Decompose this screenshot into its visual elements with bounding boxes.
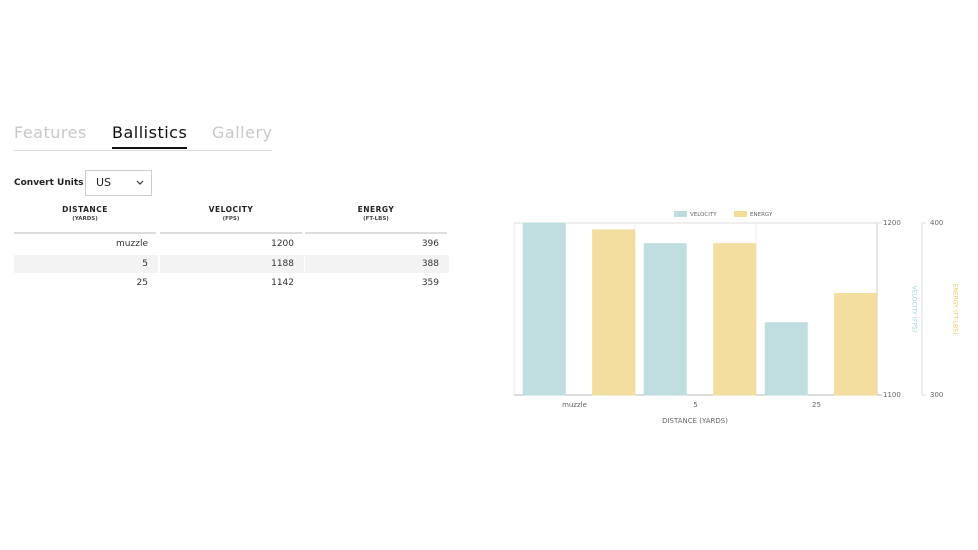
table-cell: 396	[421, 239, 439, 249]
tab[interactable]: Features	[14, 123, 87, 142]
column-unit: (YARDS)	[72, 216, 98, 222]
x-tick-label: 5	[693, 401, 697, 409]
legend-label: VELOCITY	[690, 212, 717, 218]
bar	[764, 322, 808, 396]
column-header: ENERGY (FT-LBS)	[305, 205, 447, 234]
y-axis-title: VELOCITY (FPS)	[911, 286, 918, 333]
column-name: ENERGY	[357, 205, 395, 214]
legend-label: ENERGY	[750, 212, 773, 218]
legend-swatch	[734, 211, 747, 217]
x-tick-label: muzzle	[562, 401, 587, 409]
table-cell: 5	[14, 254, 158, 273]
legend-swatch	[674, 211, 687, 217]
column-name: VELOCITY	[208, 205, 254, 214]
column-name: DISTANCE	[62, 205, 108, 214]
column-header: VELOCITY (FPS)	[160, 205, 302, 234]
tab[interactable]: Gallery	[212, 123, 273, 142]
select-value: US	[96, 176, 112, 189]
y2-axis-title: ENERGY (FT-LBS)	[952, 284, 959, 335]
table-cell: muzzle	[116, 239, 148, 249]
bar	[834, 293, 878, 396]
table-cell: 1142	[271, 278, 294, 288]
y2-tick-label: 300	[930, 391, 943, 399]
column-unit: (FPS)	[222, 216, 240, 222]
bar	[643, 243, 687, 396]
bar	[713, 243, 757, 396]
x-axis-title: DISTANCE (YARDS)	[662, 417, 728, 425]
tab-active[interactable]: Ballistics	[112, 123, 188, 149]
x-tick-label: 25	[812, 401, 821, 409]
bar	[592, 229, 636, 396]
column-header: DISTANCE (YARDS)	[14, 205, 156, 234]
bar	[522, 222, 566, 396]
chevron	[136, 180, 144, 185]
table-cell: 25	[136, 278, 148, 288]
table-cell: 1188	[160, 254, 304, 273]
tab-bar: Features Ballistics Gallery	[14, 123, 272, 151]
column-unit: (FT-LBS)	[363, 216, 389, 222]
y2-tick-label: 400	[930, 219, 943, 227]
table-cell: 1200	[271, 239, 294, 249]
convert-units-label: Convert Units	[14, 178, 84, 188]
table-cell: 388	[305, 254, 449, 273]
table-cell: 359	[421, 278, 439, 288]
units-select[interactable]: US	[85, 170, 152, 196]
y-tick-label: 1200	[883, 219, 901, 227]
y-tick-label: 1100	[883, 391, 901, 399]
